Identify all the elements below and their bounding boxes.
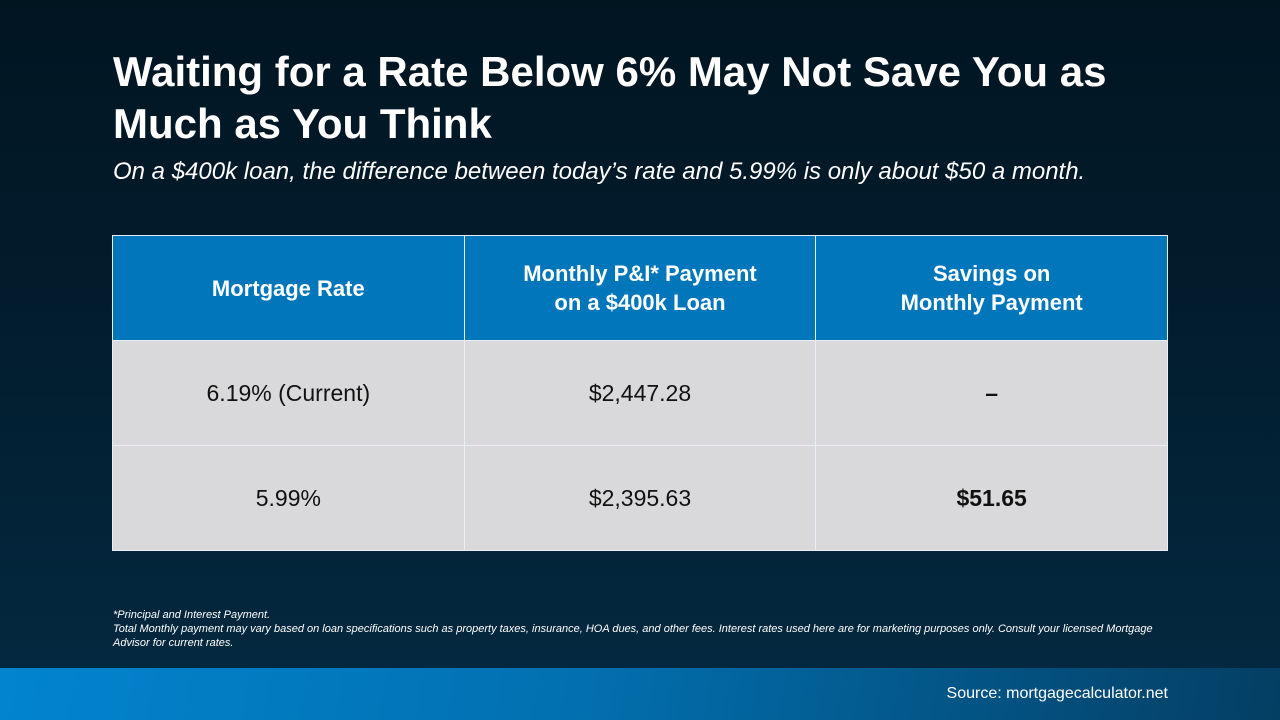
page-title: Waiting for a Rate Below 6% May Not Save…	[113, 48, 1107, 147]
header-savings: Savings on Monthly Payment	[815, 235, 1168, 341]
table-row: 5.99% $2,395.63 $51.65	[112, 445, 1168, 551]
header-text: Savings on	[932, 261, 1051, 286]
header-text: Monthly Payment	[900, 290, 1083, 315]
savings-cell: $51.65	[815, 445, 1168, 551]
header-text: Monthly P&I* Payment	[523, 261, 757, 286]
table-header-row: Mortgage Rate Monthly P&I* Payment on a $…	[112, 235, 1168, 341]
rate-cell: 6.19% (Current)	[112, 340, 465, 446]
footnote-line-2: Total Monthly payment may vary based on …	[113, 623, 1153, 649]
footer-bar: Source: mortgagecalculator.net	[0, 668, 1280, 720]
rate-comparison-table: Mortgage Rate Monthly P&I* Payment on a $…	[112, 235, 1168, 551]
savings-cell: –	[815, 340, 1168, 446]
page-subtitle: On a $400k loan, the difference between …	[113, 158, 1086, 185]
header-monthly-payment: Monthly P&I* Payment on a $400k Loan	[463, 235, 817, 341]
payment-cell: $2,395.63	[463, 445, 817, 551]
header-text: Mortgage Rate	[211, 275, 365, 301]
footnote: *Principal and Interest Payment. Total M…	[113, 608, 1173, 650]
header-text: on a $400k Loan	[554, 290, 726, 315]
source-text: Source: mortgagecalculator.net	[946, 685, 1168, 702]
rate-cell: 5.99%	[112, 445, 465, 551]
footnote-line-1: *Principal and Interest Payment.	[113, 609, 271, 621]
payment-cell: $2,447.28	[463, 340, 817, 446]
header-mortgage-rate: Mortgage Rate	[112, 235, 465, 341]
table-row: 6.19% (Current) $2,447.28 –	[112, 340, 1168, 446]
